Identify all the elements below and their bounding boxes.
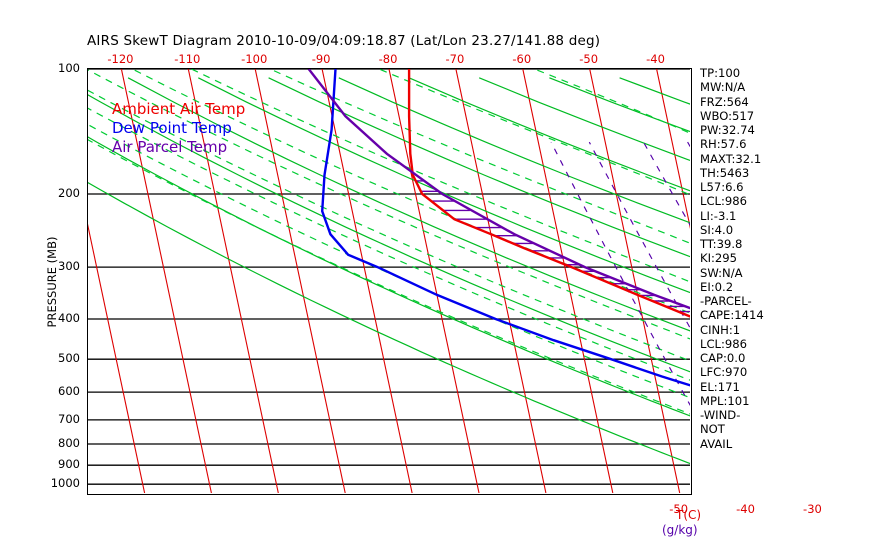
pressure-tick-800: 800 <box>40 436 80 450</box>
stat-row-21: LFC:970 <box>700 365 790 379</box>
top-temp-tick--80: -80 <box>379 52 398 66</box>
top-temp-tick--90: -90 <box>312 52 331 66</box>
stat-row-11: SI:4.0 <box>700 223 790 237</box>
stat-row-14: SW:N/A <box>700 266 790 280</box>
stat-row-19: LCL:986 <box>700 337 790 351</box>
mixing-ratio-0.5 <box>644 142 691 284</box>
dry-adiabat--40 <box>88 159 690 485</box>
stat-row-5: RH:57.6 <box>700 137 790 151</box>
stat-row-7: TH:5463 <box>700 166 790 180</box>
stat-row-20: CAP:0.0 <box>700 351 790 365</box>
stat-row-22: EL:171 <box>700 380 790 394</box>
pressure-tick-1000: 1000 <box>40 476 80 490</box>
top-temp-tick--120: -120 <box>107 52 133 66</box>
stat-row-25: NOT <box>700 422 790 436</box>
top-temp-tick--40: -40 <box>646 52 665 66</box>
series-dewpoint <box>322 69 690 484</box>
stat-row-18: CINH:1 <box>700 323 790 337</box>
stat-row-23: MPL:101 <box>700 394 790 408</box>
isotherm--40 <box>657 69 690 493</box>
dry-adiabat-100 <box>409 78 690 203</box>
pressure-tick-200: 200 <box>40 186 80 200</box>
stat-row-0: TP:100 <box>700 66 790 80</box>
chart-title: AIRS SkewT Diagram 2010-10-09/04:09:18.8… <box>87 33 727 49</box>
temperature-unit-label: T(C) <box>676 508 701 522</box>
stat-row-13: KI:295 <box>700 251 790 265</box>
legend: Ambient Air TempDew Point TempAir Parcel… <box>112 100 245 157</box>
top-temp-tick--50: -50 <box>579 52 598 66</box>
stat-row-1: MW:N/A <box>700 80 790 94</box>
dry-adiabat-140 <box>549 78 690 142</box>
isotherm--90 <box>322 69 412 493</box>
stat-row-26: AVAIL <box>700 437 790 451</box>
bottom-temp-tick--30: -30 <box>803 502 822 516</box>
isotherm--70 <box>456 69 546 493</box>
legend-item-2: Air Parcel Temp <box>112 138 245 157</box>
top-temp-tick--60: -60 <box>512 52 531 66</box>
stat-row-24: -WIND- <box>700 408 790 422</box>
legend-item-0: Ambient Air Temp <box>112 100 245 119</box>
stat-row-9: LCL:986 <box>700 194 790 208</box>
top-temp-tick--110: -110 <box>174 52 200 66</box>
pressure-tick-100: 100 <box>40 61 80 75</box>
stats-panel: TP:100MW:N/AFRZ:564WBO:517PW:32.74RH:57.… <box>700 66 790 451</box>
pressure-tick-500: 500 <box>40 351 80 365</box>
top-temp-tick--70: -70 <box>445 52 464 66</box>
bottom-temp-tick--40: -40 <box>736 502 755 516</box>
stat-row-3: WBO:517 <box>700 109 790 123</box>
stat-row-12: TT:39.8 <box>700 237 790 251</box>
moist-adiabat--20 <box>88 116 690 434</box>
dry-adiabat-160 <box>620 78 690 123</box>
pressure-tick-700: 700 <box>40 412 80 426</box>
top-temp-tick--100: -100 <box>241 52 267 66</box>
mixing-ratio-unit-label: (g/kg) <box>662 523 698 537</box>
stat-row-15: EI:0.2 <box>700 280 790 294</box>
stat-row-8: L57:6.6 <box>700 180 790 194</box>
pressure-axis-label: PRESSURE (MB) <box>45 237 59 328</box>
pressure-tick-900: 900 <box>40 457 80 471</box>
stat-row-17: CAPE:1414 <box>700 308 790 322</box>
stat-row-10: LI:-3.1 <box>700 209 790 223</box>
stat-row-16: -PARCEL- <box>700 294 790 308</box>
stat-row-4: PW:32.74 <box>700 123 790 137</box>
legend-item-1: Dew Point Temp <box>112 119 245 138</box>
stat-row-2: FRZ:564 <box>700 95 790 109</box>
pressure-tick-600: 600 <box>40 384 80 398</box>
stat-row-6: MAXT:32.1 <box>700 152 790 166</box>
isotherm--60 <box>523 69 613 493</box>
